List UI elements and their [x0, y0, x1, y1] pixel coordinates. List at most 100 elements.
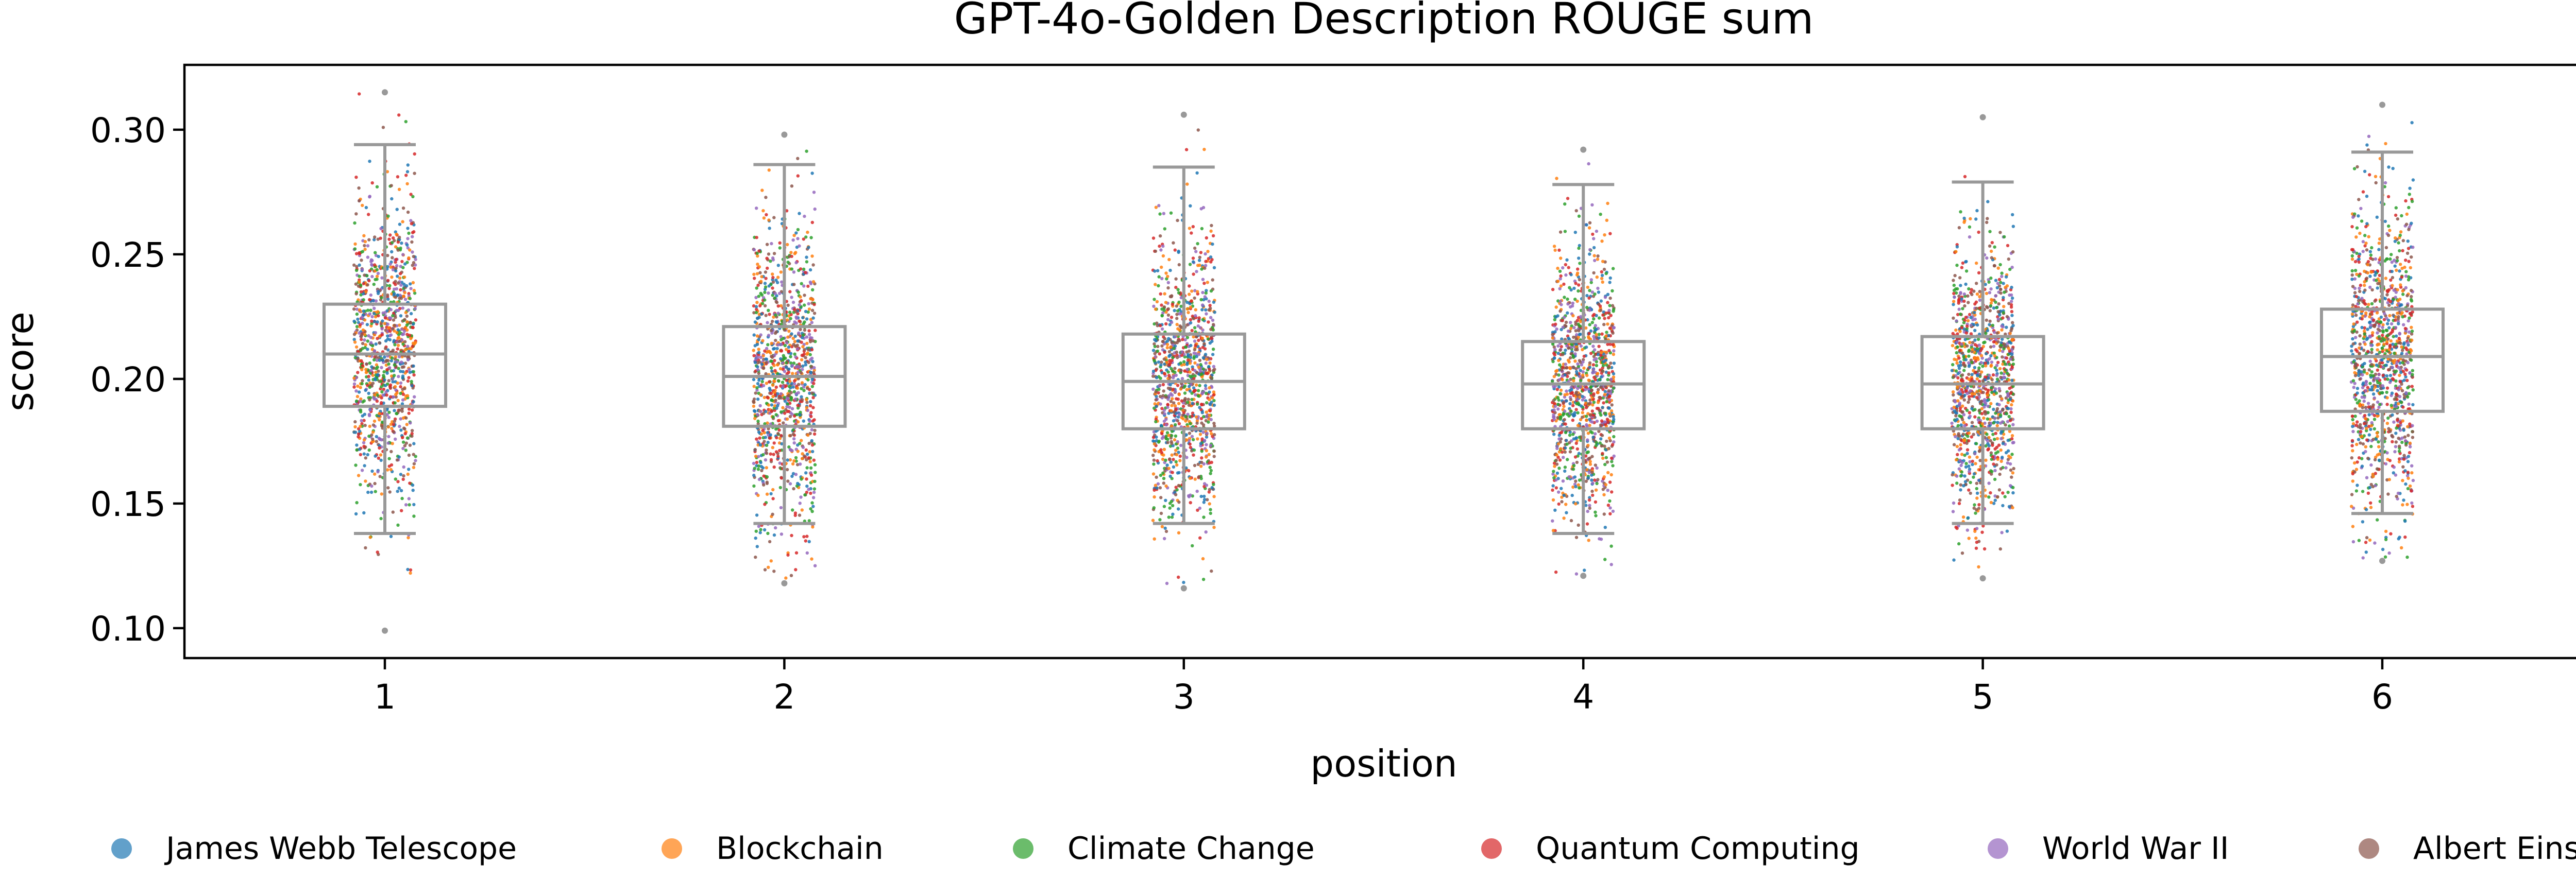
strip-point	[1588, 504, 1591, 507]
strip-point	[1563, 409, 1567, 413]
strip-point	[752, 248, 756, 252]
strip-point	[1600, 273, 1604, 277]
strip-point	[367, 412, 371, 416]
strip-point	[767, 252, 771, 256]
strip-point	[1175, 313, 1179, 316]
strip-point	[387, 287, 391, 290]
strip-point	[1569, 377, 1572, 381]
strip-point	[1182, 580, 1185, 584]
strip-point	[757, 430, 761, 434]
strip-point	[1154, 307, 1158, 311]
strip-point	[1998, 349, 2002, 352]
strip-point	[787, 255, 791, 258]
strip-point	[403, 298, 408, 301]
strip-point	[1983, 340, 1987, 344]
strip-point	[1189, 204, 1192, 208]
strip-point	[1176, 398, 1180, 401]
strip-point	[1597, 316, 1601, 320]
strip-point	[375, 435, 378, 439]
strip-point	[2010, 453, 2014, 456]
strip-point	[802, 237, 806, 241]
strip-point	[790, 533, 793, 538]
strip-point	[2010, 314, 2014, 317]
strip-point	[1191, 544, 1194, 548]
strip-point	[1153, 448, 1156, 452]
strip-point	[1156, 344, 1160, 348]
strip-point	[1153, 358, 1156, 362]
strip-point	[1967, 377, 1971, 381]
strip-point	[2002, 296, 2005, 300]
strip-point	[765, 452, 769, 455]
strip-point	[1989, 301, 1993, 305]
strip-point	[764, 277, 768, 280]
strip-point	[1572, 379, 1575, 383]
strip-point	[1959, 364, 1963, 367]
strip-point	[1178, 412, 1181, 417]
strip-point	[401, 477, 405, 481]
strip-point	[1161, 254, 1165, 258]
strip-point	[1213, 310, 1216, 314]
strip-point	[1170, 440, 1173, 443]
strip-point	[394, 245, 398, 249]
strip-point	[809, 236, 813, 239]
strip-point	[1551, 336, 1555, 340]
strip-point	[400, 496, 404, 501]
strip-point	[805, 149, 808, 153]
strip-point	[1608, 439, 1612, 442]
strip-point	[1591, 368, 1596, 371]
strip-point	[772, 216, 776, 219]
strip-point	[1192, 448, 1196, 452]
strip-point	[1202, 298, 1206, 302]
strip-point	[766, 396, 770, 400]
strip-point	[367, 238, 371, 241]
strip-point	[777, 291, 782, 296]
strip-point	[770, 369, 774, 373]
strip-point	[808, 450, 812, 454]
strip-point	[407, 497, 411, 501]
strip-point	[1163, 227, 1166, 231]
strip-point	[1189, 356, 1193, 359]
strip-point	[388, 233, 392, 237]
strip-point	[395, 360, 399, 364]
strip-point	[408, 481, 412, 485]
strip-point	[357, 432, 361, 436]
strip-point	[803, 328, 807, 332]
strip-point	[1577, 214, 1581, 218]
strip-point	[1205, 391, 1208, 395]
strip-point	[787, 445, 791, 449]
strip-point	[794, 365, 798, 369]
strip-point	[763, 304, 767, 307]
strip-point	[1952, 558, 1956, 562]
strip-point	[811, 316, 815, 320]
strip-point	[377, 254, 380, 258]
strip-point	[1181, 417, 1185, 421]
strip-point	[754, 305, 758, 308]
strip-point	[1178, 324, 1182, 328]
strip-point	[1205, 312, 1208, 316]
strip-point	[757, 338, 760, 341]
strip-point	[378, 444, 381, 447]
strip-point	[1589, 281, 1593, 284]
strip-point	[1590, 420, 1594, 424]
strip-point	[753, 448, 757, 452]
strip-point	[1164, 322, 1168, 326]
strip-point	[411, 325, 414, 330]
strip-point	[1166, 318, 1170, 321]
strip-point	[812, 418, 816, 422]
strip-point	[1159, 496, 1163, 499]
strip-point	[399, 428, 403, 432]
strip-point	[1577, 256, 1581, 260]
strip-point	[409, 219, 413, 222]
strip-point	[2011, 250, 2015, 254]
strip-point	[1192, 272, 1195, 276]
strip-point	[413, 263, 417, 267]
strip-point	[1982, 547, 1987, 551]
strip-point	[1973, 329, 1977, 332]
strip-point	[779, 304, 783, 308]
strip-point	[1591, 371, 1595, 375]
strip-point	[800, 508, 804, 512]
strip-point	[1177, 575, 1180, 579]
strip-point	[368, 408, 372, 412]
strip-point	[1196, 242, 1199, 246]
strip-point	[1565, 389, 1568, 393]
